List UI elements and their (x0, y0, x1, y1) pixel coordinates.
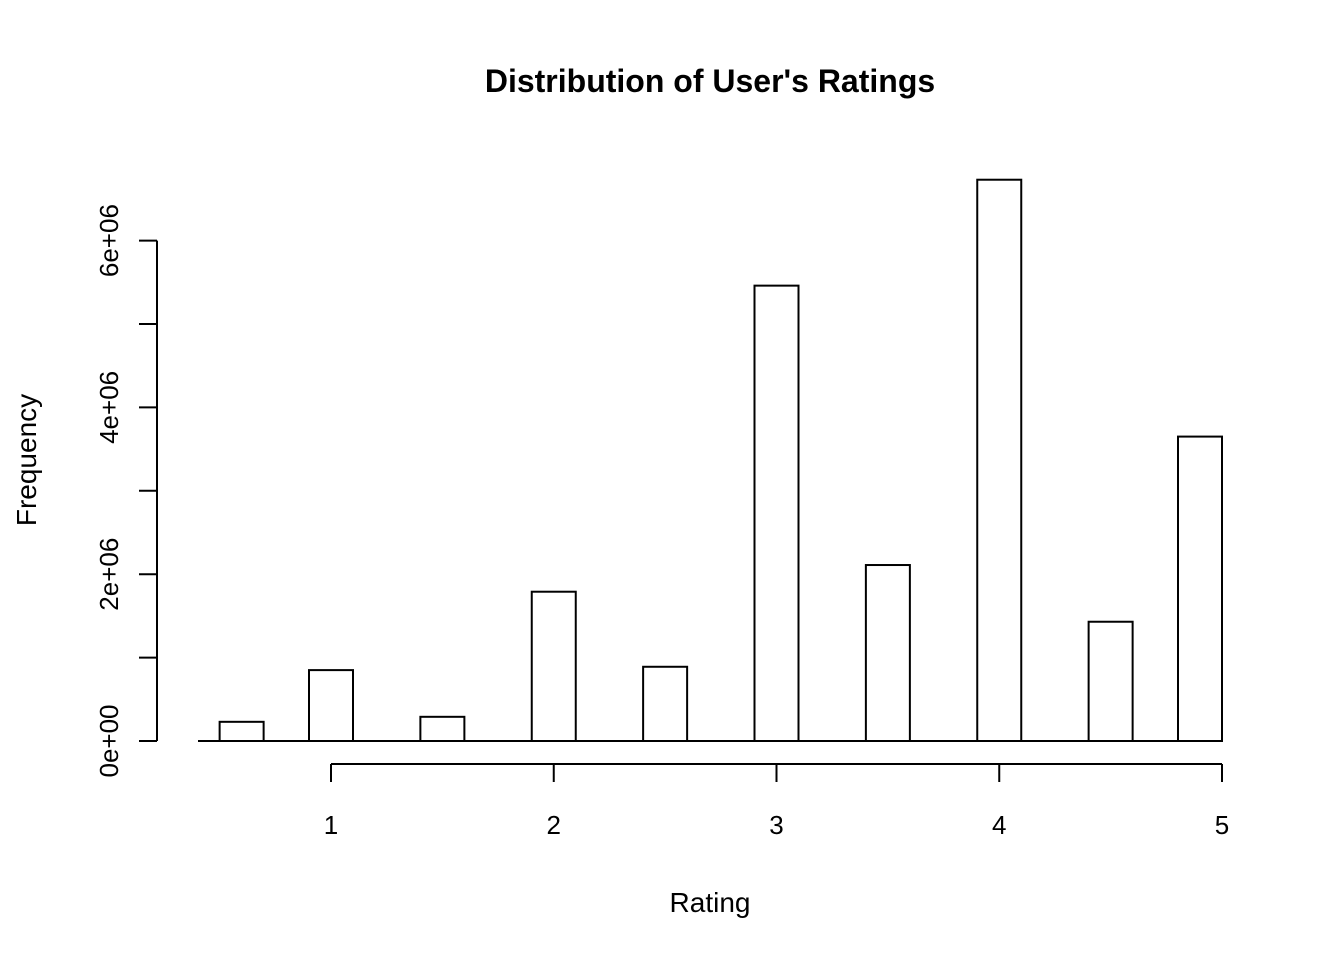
y-axis-label: Frequency (11, 394, 42, 526)
bar-rating-1 (308, 669, 354, 742)
y-tick-label-2: 2e+06 (94, 538, 124, 611)
y-tick-label-0: 0e+00 (94, 704, 124, 777)
x-tick-label-2: 2 (547, 810, 561, 840)
bar-rating-4 (976, 178, 1023, 742)
chart-title: Distribution of User's Ratings (485, 63, 935, 99)
x-tick-label-3: 3 (769, 810, 783, 840)
y-axis: 0e+00 2e+06 4e+06 6e+06 (94, 204, 158, 778)
bar-rating-2 (530, 590, 577, 742)
bar-rating-1.5 (419, 715, 466, 743)
bar-rating-2.5 (642, 665, 689, 742)
bar-rating-0.5 (218, 720, 265, 742)
bar-rating-3 (753, 284, 800, 742)
x-tick-label-5: 5 (1215, 810, 1229, 840)
bars-group (198, 178, 1223, 743)
x-tick-label-1: 1 (324, 810, 338, 840)
bar-rating-3.5 (864, 564, 911, 742)
bar-rating-4.5 (1087, 620, 1134, 742)
x-tick-label-4: 4 (992, 810, 1006, 840)
y-tick-label-4: 4e+06 (94, 371, 124, 444)
x-axis: 1 2 3 4 5 (324, 763, 1229, 840)
x-axis-label: Rating (670, 887, 751, 918)
y-tick-label-6: 6e+06 (94, 204, 124, 277)
bar-rating-5 (1177, 435, 1223, 742)
